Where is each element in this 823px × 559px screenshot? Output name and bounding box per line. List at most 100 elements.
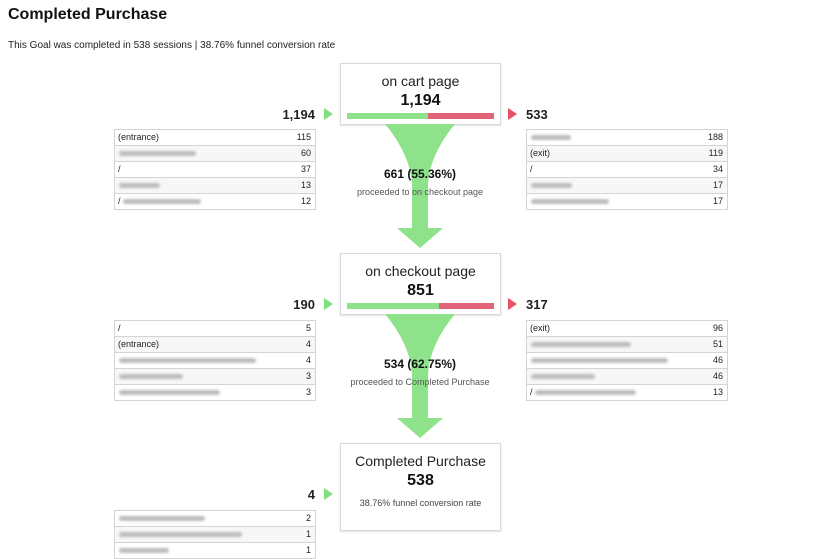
table-row[interactable]: 188	[527, 130, 727, 146]
stage-progress-fill	[347, 113, 429, 119]
stage-progress-fill	[347, 303, 440, 309]
table-row[interactable]: 46	[527, 353, 727, 369]
row-value: 37	[300, 164, 311, 174]
row-value: 188	[707, 132, 723, 142]
table-row[interactable]: (entrance) 4	[115, 337, 315, 353]
stage-progress-bar	[347, 113, 494, 119]
row-value: 60	[300, 148, 311, 158]
row-value: 96	[712, 323, 723, 333]
table-row[interactable]: 1	[115, 543, 315, 559]
redacted-label	[531, 358, 668, 363]
row-value: 13	[300, 180, 311, 190]
row-label: (exit)	[530, 323, 550, 333]
table-row[interactable]: 51	[527, 337, 727, 353]
exit-arrow-icon	[508, 108, 517, 120]
stage-name: on cart page	[381, 73, 460, 89]
redacted-label	[531, 374, 595, 379]
row-value: 13	[712, 387, 723, 397]
stage-name: Completed Purchase	[355, 453, 486, 469]
exit-arrow-icon	[508, 298, 517, 310]
flow-summary: 661 (55.36%) proceeded to on checkout pa…	[340, 167, 500, 197]
row-value: 2	[305, 513, 311, 523]
row-value: 5	[305, 323, 311, 333]
row-label: (exit)	[530, 148, 550, 158]
table-row[interactable]: /5	[115, 321, 315, 337]
table-row[interactable]: 3	[115, 369, 315, 385]
row-label: /	[118, 323, 121, 333]
funnel-flow-arrow-icon	[385, 124, 455, 248]
table-row[interactable]: 60	[115, 146, 315, 162]
flow-summary: 534 (62.75%) proceeded to Completed Purc…	[340, 357, 500, 387]
row-label: /	[530, 164, 533, 174]
stage-count: 851	[407, 282, 434, 299]
funnel-flow-arrow-icon	[385, 314, 455, 438]
row-value: 115	[296, 132, 311, 142]
table-row[interactable]: (exit) 119	[527, 146, 727, 162]
entrance-arrow-icon	[324, 298, 333, 310]
funnel-stage-cart[interactable]: on cart page 1,194	[340, 63, 501, 125]
redacted-label	[119, 548, 169, 553]
stage-progress-bar	[347, 303, 494, 309]
table-row[interactable]: 46	[527, 369, 727, 385]
exit-count: 533	[526, 107, 548, 122]
entrance-count: 1,194	[282, 107, 315, 122]
row-value: 12	[300, 196, 311, 206]
table-row[interactable]: 2	[115, 511, 315, 527]
table-row[interactable]: / 37	[115, 162, 315, 178]
row-label: /	[118, 196, 121, 206]
row-label: (entrance)	[118, 132, 160, 142]
redacted-label	[123, 199, 201, 204]
row-value: 3	[305, 387, 311, 397]
table-row[interactable]: / 13	[527, 385, 727, 401]
table-row[interactable]: / 34	[527, 162, 727, 178]
table-row[interactable]: 3	[115, 385, 315, 401]
flow-value: 534 (62.75%)	[383, 357, 457, 371]
exit-destinations-table: (exit) 96 51 46 46 / 13	[526, 320, 728, 401]
entrance-arrow-icon	[324, 488, 333, 500]
redacted-label	[535, 390, 636, 395]
entrance-arrow-icon	[324, 108, 333, 120]
redacted-label	[531, 199, 609, 204]
row-value: 4	[305, 355, 311, 365]
table-row[interactable]: (entrance) 115	[115, 130, 315, 146]
redacted-label	[531, 183, 572, 188]
row-value: 46	[712, 371, 723, 381]
table-row[interactable]: 17	[527, 194, 727, 210]
flow-label: proceeded to on checkout page	[356, 187, 484, 197]
funnel-stage-checkout[interactable]: on checkout page 851	[340, 253, 501, 315]
table-row[interactable]: 4	[115, 353, 315, 369]
redacted-label	[119, 390, 220, 395]
exit-count: 317	[526, 297, 548, 312]
row-value: 46	[712, 355, 723, 365]
stage-count: 538	[407, 472, 434, 489]
stage-name: on checkout page	[365, 263, 476, 279]
redacted-label	[119, 151, 196, 156]
redacted-label	[119, 358, 256, 363]
row-label: /	[118, 164, 121, 174]
table-row[interactable]: (exit) 96	[527, 321, 727, 337]
row-value: 51	[712, 339, 723, 349]
funnel-stage-completed-purchase[interactable]: Completed Purchase 538 38.76% funnel con…	[340, 443, 501, 531]
stage-count: 1,194	[400, 92, 441, 109]
row-value: 34	[712, 164, 723, 174]
row-value: 1	[305, 545, 311, 555]
table-row[interactable]: 13	[115, 178, 315, 194]
entrance-sources-table: 2 1 1	[114, 510, 316, 559]
redacted-label	[119, 374, 183, 379]
redacted-label	[119, 532, 242, 537]
table-row[interactable]: 17	[527, 178, 727, 194]
redacted-label	[119, 516, 205, 521]
stage-conversion-note: 38.76% funnel conversion rate	[359, 498, 482, 508]
table-row[interactable]: / 12	[115, 194, 315, 210]
redacted-label	[531, 135, 571, 140]
row-value: 1	[305, 529, 311, 539]
row-value: 4	[305, 339, 311, 349]
row-value: 17	[712, 180, 723, 190]
entrance-count: 190	[293, 297, 315, 312]
page-title: Completed Purchase	[8, 6, 168, 23]
table-row[interactable]: 1	[115, 527, 315, 543]
row-value: 17	[712, 196, 723, 206]
exit-destinations-table: 188 (exit) 119 / 34 17 17	[526, 129, 728, 210]
entrance-sources-table: (entrance) 115 60 / 37 13 / 12	[114, 129, 316, 210]
row-value: 119	[708, 148, 723, 158]
